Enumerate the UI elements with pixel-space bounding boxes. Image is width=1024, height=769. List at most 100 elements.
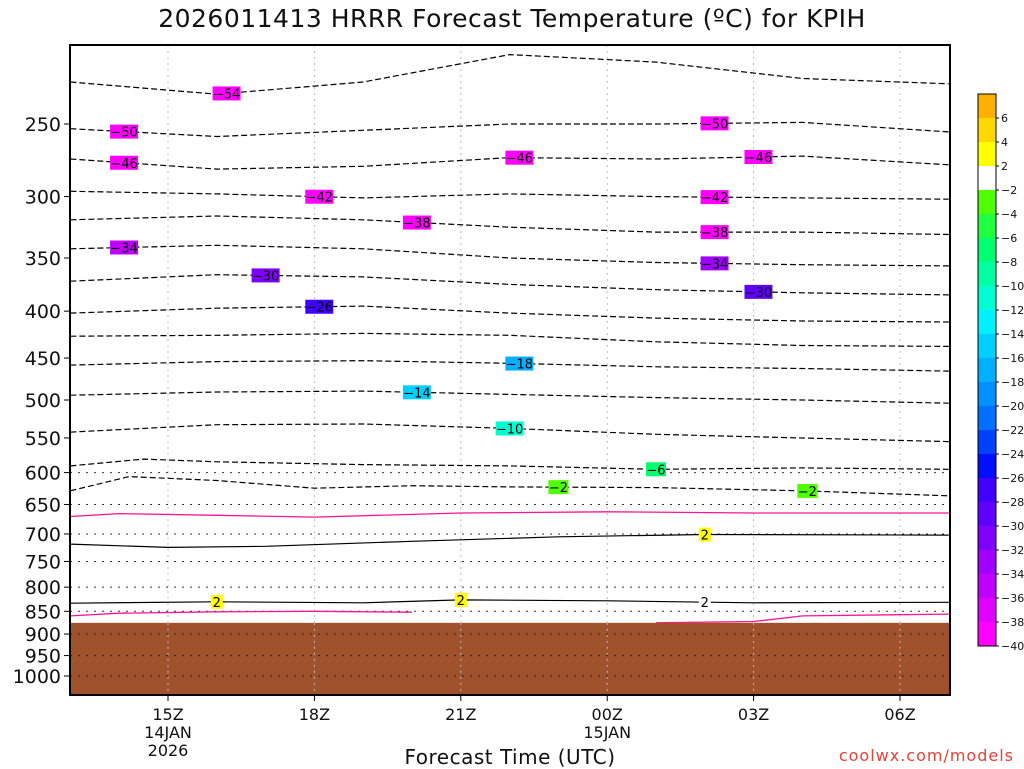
contour-line	[70, 215, 949, 236]
plot-frame	[69, 44, 951, 696]
colorbar-swatch	[978, 94, 996, 119]
contour-lines: −54 −50 −50 −46 −46 −46 −42 −42 −38 −38 −34 −34 −30 −…	[70, 53, 949, 624]
x-tick-date: 14JAN	[144, 723, 192, 742]
contour-label: 2	[457, 594, 465, 609]
contour-label: −46	[110, 157, 137, 172]
contour-line	[70, 274, 949, 296]
contour-line	[70, 244, 949, 267]
colorbar-swatch	[978, 262, 996, 287]
y-tick-label: 850	[25, 601, 61, 623]
contour-label: −50	[110, 126, 137, 141]
colorbar-label: −10	[1001, 280, 1024, 293]
y-tick-label: 300	[25, 187, 61, 209]
y-tick-label: 750	[25, 551, 61, 573]
colorbar-label: 6	[1001, 112, 1008, 125]
contour-label: −2	[798, 485, 817, 500]
colorbar-border	[977, 93, 997, 647]
colorbar-label: −34	[1001, 568, 1024, 581]
contour-label: 2	[701, 529, 709, 544]
y-tick-label: 550	[25, 428, 61, 450]
contour-label: −34	[110, 241, 137, 256]
colorbar-swatch	[978, 286, 996, 311]
y-tick-label: 700	[25, 524, 61, 546]
contour-label-bg	[744, 149, 773, 164]
y-tick-label: 500	[25, 390, 61, 412]
colorbar-swatch	[978, 238, 996, 263]
x-tick-label: 06Z	[884, 705, 915, 724]
colorbar-swatch	[978, 310, 996, 335]
colorbar-swatch	[978, 118, 996, 143]
contour-line	[70, 511, 949, 518]
x-tick-label: 00Z	[592, 705, 623, 724]
contour-line	[70, 458, 949, 470]
contour-label: −6	[646, 463, 665, 478]
x-axis-title: Forecast Time (UTC)	[404, 745, 616, 769]
temperature-band	[70, 45, 950, 624]
contour-line	[70, 423, 949, 443]
x-tick-year: 2026	[148, 741, 189, 760]
contour-label-bg	[548, 480, 569, 495]
plot-border	[69, 44, 951, 696]
colorbar-label: −22	[1001, 424, 1024, 437]
colorbar-label: −36	[1001, 592, 1024, 605]
contour-label-bg	[305, 299, 334, 314]
contour-label-bg	[454, 592, 467, 607]
colorbar-label: 2	[1001, 160, 1008, 173]
contour-line	[70, 332, 949, 347]
ground-layer	[70, 622, 950, 695]
contour-line	[70, 610, 413, 617]
contour-label-bg	[110, 124, 139, 139]
contour-label-bg	[698, 595, 711, 610]
colorbar-label: −4	[1001, 208, 1017, 221]
colorbar-swatch	[978, 526, 996, 551]
contour-label: −18	[506, 358, 533, 373]
contour-label: −30	[252, 269, 279, 284]
colorbar-swatch	[978, 454, 996, 479]
x-tick-label: 15Z	[152, 705, 183, 724]
colorbar-label: −20	[1001, 400, 1024, 413]
colorbar-label: −24	[1001, 448, 1024, 461]
colorbar-label: −2	[1001, 184, 1017, 197]
contour-line	[70, 360, 949, 372]
contour-label-bg	[698, 527, 711, 542]
contour-label: −42	[306, 191, 333, 206]
contour-label-bg	[110, 155, 139, 170]
contour-label-bg	[700, 225, 729, 240]
contour-label: −26	[306, 301, 333, 316]
contour-label-bg	[505, 356, 534, 371]
colorbar-swatch	[978, 166, 996, 191]
contour-label-bg	[700, 116, 729, 131]
contour-label: −38	[403, 217, 430, 232]
contour-label: 2	[213, 596, 221, 611]
contour-label: −46	[506, 152, 533, 167]
contour-label-bg	[110, 240, 139, 255]
contour-label: −34	[701, 257, 728, 272]
chart-title: 2026011413 HRRR Forecast Temperature (ºC…	[158, 4, 866, 33]
contour-label: −10	[496, 422, 523, 437]
contour-label-bg	[700, 256, 729, 271]
y-tick-label: 900	[25, 624, 61, 646]
contour-label-bg	[495, 421, 524, 436]
colorbar: 6 4 2 −2 −4 −6 −8 −10 −12 −14 −16 −18 −20 −22 −24 −26 −2…	[977, 93, 1024, 653]
contour-label-bg	[797, 483, 818, 498]
colorbar-swatch	[978, 598, 996, 623]
colorbar-swatch	[978, 190, 996, 215]
colorbar-label: −18	[1001, 376, 1024, 389]
colorbar-label: −32	[1001, 544, 1024, 557]
colorbar-swatch	[978, 214, 996, 239]
credit-text: coolwx.com/models	[838, 746, 1014, 765]
colorbar-swatch	[978, 622, 996, 647]
x-tick-date: 15JAN	[583, 723, 631, 742]
colorbar-label: −38	[1001, 616, 1024, 629]
colorbar-label: 4	[1001, 136, 1008, 149]
y-tick-label: 400	[25, 301, 61, 323]
colorbar-swatch	[978, 478, 996, 503]
colorbar-swatch	[978, 502, 996, 527]
contour-label: 2	[701, 596, 709, 611]
colorbar-label: −12	[1001, 304, 1024, 317]
y-tick-label: 450	[25, 348, 61, 370]
colorbar-label: −28	[1001, 496, 1024, 509]
contour-label: −2	[549, 481, 568, 496]
